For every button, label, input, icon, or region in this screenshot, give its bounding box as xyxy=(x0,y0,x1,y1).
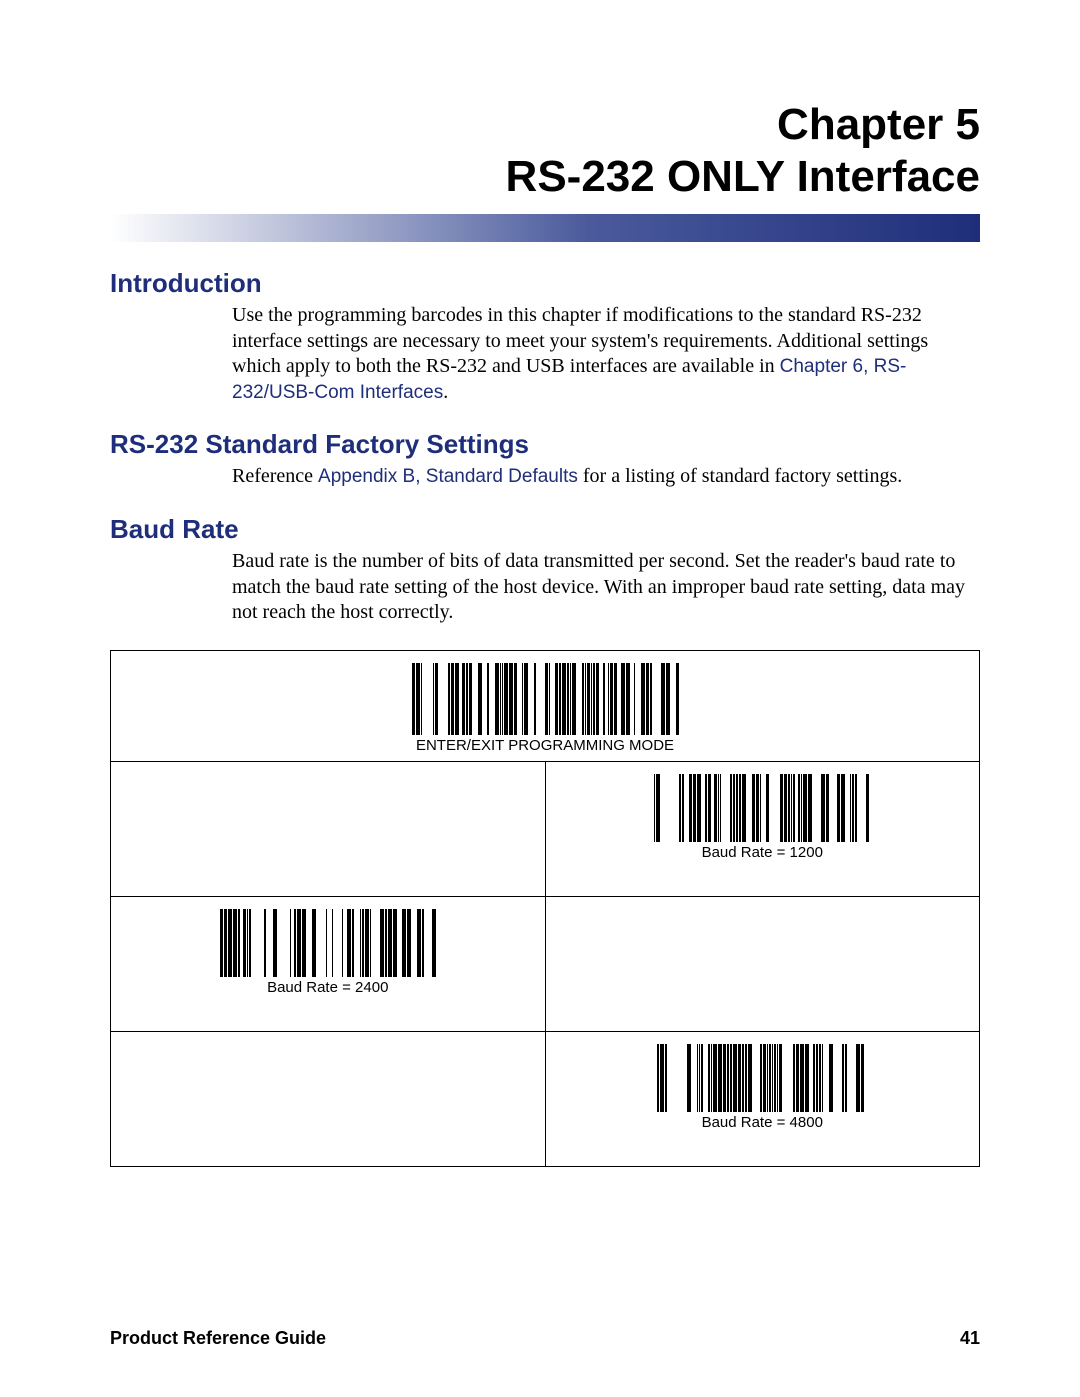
caption-baud-2400: Baud Rate = 2400 xyxy=(218,979,438,996)
barcode-enter-exit: ENTER/EXIT PROGRAMMING MODE xyxy=(410,663,680,754)
footer-left: Product Reference Guide xyxy=(110,1328,326,1349)
factory-settings-body: Reference Appendix B, Standard Defaults … xyxy=(232,464,980,490)
chapter-label: Chapter 5 xyxy=(110,100,980,150)
cell-baud-1200: Baud Rate = 1200 xyxy=(545,761,980,896)
cell-empty xyxy=(545,896,980,1031)
barcode-icon xyxy=(218,909,438,977)
section-heading-factory-settings: RS-232 Standard Factory Settings xyxy=(110,429,980,460)
barcode-baud-1200: Baud Rate = 1200 xyxy=(652,774,872,861)
caption-enter-exit: ENTER/EXIT PROGRAMMING MODE xyxy=(410,737,680,754)
barcode-icon xyxy=(652,1044,872,1112)
table-row: Baud Rate = 1200 xyxy=(111,761,980,896)
table-row-top: ENTER/EXIT PROGRAMMING MODE xyxy=(111,650,980,761)
intro-text-2: . xyxy=(443,381,448,403)
table-row: Baud Rate = 4800 xyxy=(111,1031,980,1166)
chapter-header: Chapter 5 RS-232 ONLY Interface xyxy=(110,100,980,202)
factory-text-2: for a listing of standard factory settin… xyxy=(578,465,902,487)
link-appendix-b[interactable]: Appendix B, Standard Defaults xyxy=(318,466,578,487)
barcode-baud-4800: Baud Rate = 4800 xyxy=(652,1044,872,1131)
barcode-baud-2400: Baud Rate = 2400 xyxy=(218,909,438,996)
cell-baud-2400: Baud Rate = 2400 xyxy=(111,896,546,1031)
section-heading-baud-rate: Baud Rate xyxy=(110,514,980,545)
cell-baud-4800: Baud Rate = 4800 xyxy=(545,1031,980,1166)
cell-empty xyxy=(111,761,546,896)
chapter-title: RS-232 ONLY Interface xyxy=(110,152,980,202)
barcode-table: ENTER/EXIT PROGRAMMING MODE Baud Rate = … xyxy=(110,650,980,1167)
introduction-body: Use the programming barcodes in this cha… xyxy=(232,303,980,405)
table-row: Baud Rate = 2400 xyxy=(111,896,980,1031)
page-footer: Product Reference Guide 41 xyxy=(110,1328,980,1349)
section-heading-introduction: Introduction xyxy=(110,268,980,299)
cell-empty xyxy=(111,1031,546,1166)
footer-page-number: 41 xyxy=(960,1328,980,1349)
factory-text-1: Reference xyxy=(232,465,318,487)
caption-baud-4800: Baud Rate = 4800 xyxy=(652,1114,872,1131)
barcode-icon xyxy=(652,774,872,842)
barcode-icon xyxy=(410,663,680,735)
baud-rate-body: Baud rate is the number of bits of data … xyxy=(232,549,980,626)
divider-gradient xyxy=(110,214,980,242)
caption-baud-1200: Baud Rate = 1200 xyxy=(652,844,872,861)
cell-enter-exit: ENTER/EXIT PROGRAMMING MODE xyxy=(111,650,980,761)
